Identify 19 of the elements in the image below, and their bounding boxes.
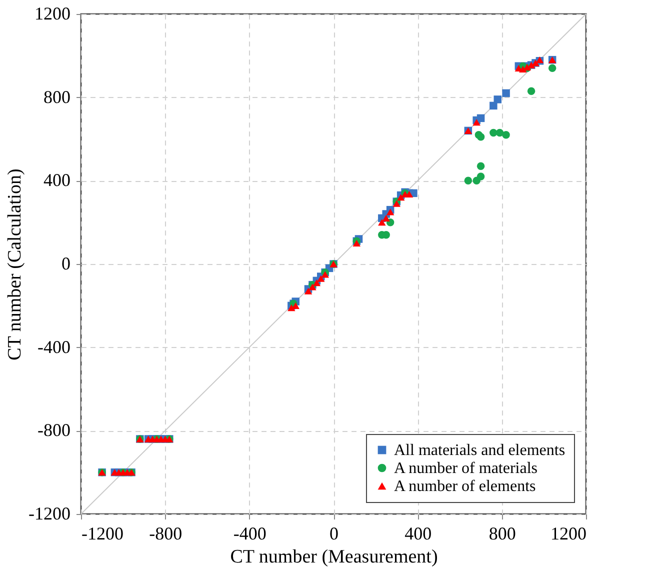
x-tick-label: -1200 <box>82 524 124 544</box>
y-tick-label: -1200 <box>28 504 70 524</box>
y-tick-label: 0 <box>62 254 70 274</box>
x-tick-label: 0 <box>330 524 338 544</box>
y-tick-label: -400 <box>38 336 70 357</box>
y-tick-label: 800 <box>44 86 70 107</box>
x-tick-label: -800 <box>149 524 182 544</box>
y-tick-label: -800 <box>38 420 70 440</box>
x-tick-label: 1200 <box>550 524 586 544</box>
x-tick-label: -400 <box>233 524 266 544</box>
legend-label: All materials and elements <box>394 442 566 459</box>
y-tick-label: 1200 <box>34 4 70 24</box>
y-tick-label: 400 <box>44 170 70 190</box>
y-axis-title: CT number (Calculation) <box>4 168 26 360</box>
legend-label: A number of materials <box>394 460 538 477</box>
legend-label: A number of elements <box>394 478 536 495</box>
x-tick-label: 400 <box>404 524 432 544</box>
x-tick-label: 800 <box>488 524 516 544</box>
x-axis-title: CT number (Measurement) <box>230 546 438 568</box>
